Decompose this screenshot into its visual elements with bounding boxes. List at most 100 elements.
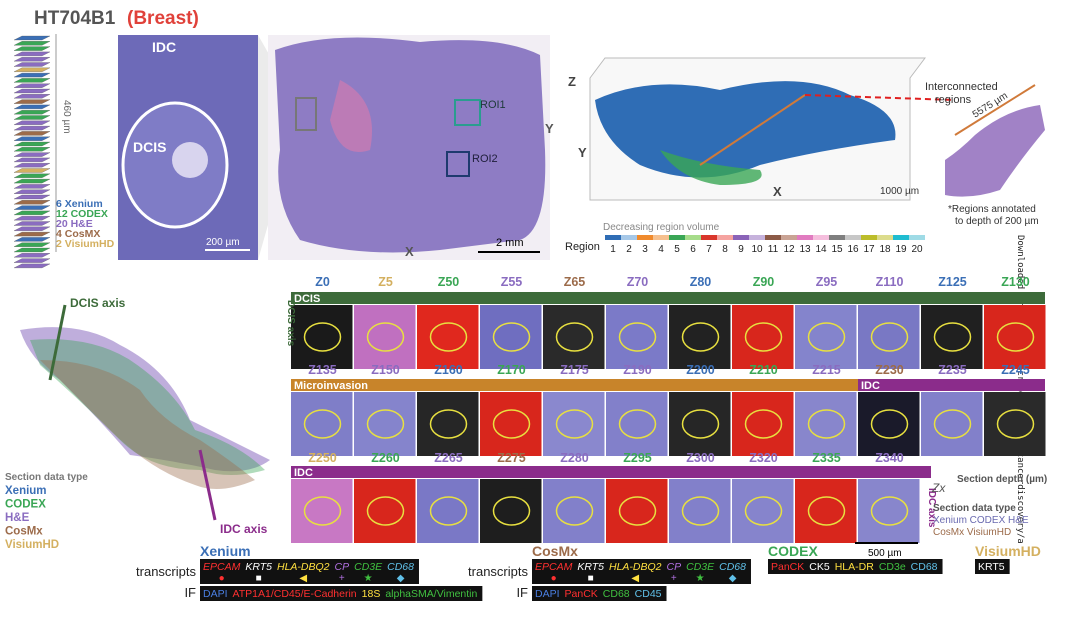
- section-tile: [417, 305, 479, 369]
- layer: [13, 125, 51, 131]
- layer: [13, 72, 51, 78]
- region-swatch: [797, 235, 813, 240]
- annotation-outline: [618, 322, 657, 352]
- region-swatch: [893, 235, 909, 240]
- section-tile: [354, 392, 416, 456]
- layer: [13, 210, 51, 216]
- idc-axis-side: IDC axis: [926, 488, 937, 528]
- distance-line: [954, 84, 1036, 136]
- section-depth: Z80: [690, 275, 712, 289]
- depth-label: 460 µm: [61, 100, 72, 134]
- section-tile: [984, 305, 1046, 369]
- type-title: Section data type: [933, 503, 1016, 514]
- section-tile: [480, 305, 542, 369]
- type-title: Section data type: [5, 472, 88, 483]
- section-tile: [858, 392, 920, 456]
- section-tile: [858, 305, 920, 369]
- section-tile: [606, 305, 668, 369]
- section-depth: Z235: [938, 363, 967, 377]
- layer: [13, 194, 51, 200]
- row-label: transcripts: [468, 564, 528, 579]
- region-number: 5: [674, 244, 680, 255]
- marker-name: CP: [335, 561, 350, 573]
- marker-name: CK5: [809, 561, 830, 573]
- region-label: Region: [565, 241, 600, 253]
- layer: [13, 99, 51, 104]
- phase-band: [291, 466, 931, 478]
- section-tile: [921, 305, 983, 369]
- annotation-outline: [366, 409, 405, 439]
- section-tile: [669, 305, 731, 369]
- note: to depth of 200 µm: [955, 216, 1039, 227]
- marker-name: EPCAM: [535, 561, 573, 573]
- region-number: 4: [658, 244, 664, 255]
- marker-symbol: ●: [551, 573, 557, 584]
- marker-symbol: ◀: [299, 573, 307, 584]
- layer: [13, 131, 51, 136]
- annotation-outline: [303, 496, 342, 526]
- annotation-outline: [492, 409, 531, 439]
- legend-box: [532, 559, 751, 584]
- marker-symbol: ★: [364, 573, 373, 584]
- section-stack: [13, 35, 51, 269]
- x-label-3d: X: [773, 184, 782, 199]
- legend-box: [200, 586, 483, 601]
- section-depth: Z90: [753, 275, 775, 289]
- marker-name: CD68: [387, 561, 414, 573]
- volume-scale: 1000 µm: [880, 186, 919, 197]
- section-depth: Z340: [875, 451, 904, 465]
- phase-label: IDC: [294, 467, 313, 479]
- layer: [13, 221, 51, 226]
- section-tile: [354, 479, 416, 543]
- region-number: 17: [863, 244, 875, 255]
- annotation-outline: [366, 322, 405, 352]
- platform-title: Xenium: [200, 543, 251, 559]
- legend-box: [975, 559, 1010, 574]
- zx: Zx: [931, 481, 946, 495]
- section-tile: [984, 392, 1046, 456]
- layer: [13, 168, 51, 173]
- layer: [13, 41, 51, 46]
- annotation-outline: [618, 496, 657, 526]
- region-number: 2: [626, 244, 632, 255]
- layer: [13, 263, 51, 269]
- type-name: VisiumHD: [5, 539, 59, 551]
- idc-axis-line: [198, 449, 217, 521]
- region-swatch: [845, 235, 861, 240]
- annotation-outline: [870, 322, 909, 352]
- section-depth: Z280: [560, 451, 589, 465]
- section-tile: [543, 305, 605, 369]
- annotation-outline: [744, 409, 783, 439]
- section-tile: [291, 305, 353, 369]
- annotation-outline: [681, 496, 720, 526]
- section-depth: Z5: [378, 275, 393, 289]
- section-tile: [795, 479, 857, 543]
- region-swatch: [861, 235, 877, 240]
- section-depth: Z0: [315, 275, 330, 289]
- layer: [13, 62, 51, 67]
- section-depth: Z300: [686, 451, 715, 465]
- layer: [13, 35, 51, 41]
- layer: [13, 51, 51, 57]
- marker-name: HLA-DBQ2: [277, 561, 330, 573]
- marker-name: EPCAM: [203, 561, 241, 573]
- section-depth: Z230: [875, 363, 904, 377]
- phase-band: [291, 292, 1045, 304]
- region-swatch: [877, 235, 893, 240]
- section-depth: Z295: [623, 451, 652, 465]
- section-depth: Z245: [1001, 363, 1030, 377]
- annotation-outline: [996, 409, 1035, 439]
- section-depth: Z130: [1001, 275, 1030, 289]
- section-tile: [291, 392, 353, 456]
- marker-name: DAPI: [535, 588, 560, 600]
- section-tile: [606, 392, 668, 456]
- region-number: 13: [799, 244, 811, 255]
- annotation-outline: [744, 322, 783, 352]
- region-number: 8: [722, 244, 728, 255]
- marker-name: HLA-DR: [835, 561, 875, 573]
- marker-name: CD68: [719, 561, 746, 573]
- roi2-box: [446, 151, 470, 177]
- type-name: Xenium: [5, 485, 47, 497]
- stack-shape: [30, 339, 265, 475]
